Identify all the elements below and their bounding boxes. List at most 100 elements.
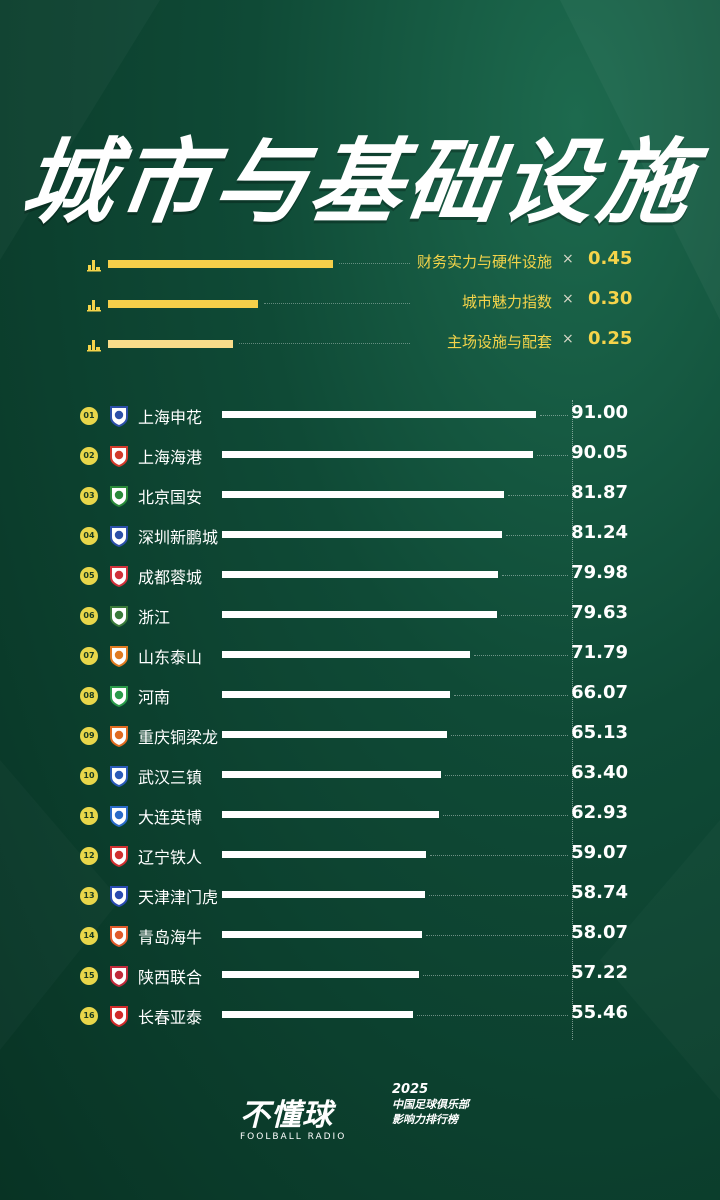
- weight-times: ×: [562, 251, 574, 267]
- dalian-crest-icon: [108, 805, 130, 828]
- chengdu-crest-icon: [108, 565, 130, 588]
- team-name: 上海海港: [138, 448, 203, 467]
- weight-leader: [239, 343, 410, 344]
- weight-times: ×: [562, 291, 574, 307]
- shaanxi-crest-icon: [108, 965, 130, 988]
- brand-logo: 不懂球 FOOLBALL RADIO: [240, 1090, 360, 1142]
- team-leader: [474, 655, 568, 656]
- team-bar: [222, 651, 470, 658]
- team-bar: [222, 411, 536, 418]
- team-name: 大连英博: [138, 808, 203, 827]
- rank-badge: 03: [80, 487, 98, 505]
- team-row: 07 山东泰山 71.79: [0, 637, 720, 677]
- team-name: 上海申花: [138, 408, 203, 427]
- team-score: 62.93: [571, 802, 628, 823]
- team-bar: [222, 531, 502, 538]
- team-score: 58.74: [571, 882, 628, 903]
- team-bar: [222, 611, 497, 618]
- weight-label: 主场设施与配套: [446, 333, 552, 351]
- rank-badge: 01: [80, 407, 98, 425]
- team-score: 90.05: [571, 442, 628, 463]
- liaoning-crest-icon: [108, 845, 130, 868]
- rank-badge: 07: [80, 647, 98, 665]
- page-title: 城市与基础设施: [15, 129, 703, 236]
- shenhua-crest-icon: [108, 405, 130, 428]
- taishan-crest-icon: [108, 645, 130, 668]
- team-row: 04 深圳新鹏城 81.24: [0, 517, 720, 557]
- rank-badge: 04: [80, 527, 98, 545]
- haigang-crest-icon: [108, 445, 130, 468]
- team-name: 天津津门虎: [138, 888, 219, 907]
- team-row: 08 河南 66.07: [0, 677, 720, 717]
- zhejiang-crest-icon: [108, 605, 130, 628]
- team-leader: [445, 775, 568, 776]
- weight-icon: [86, 256, 102, 272]
- guoan-crest-icon: [108, 485, 130, 508]
- weight-label: 城市魅力指数: [461, 293, 552, 311]
- henan-crest-icon: [108, 685, 130, 708]
- team-leader: [502, 575, 568, 576]
- team-score: 91.00: [571, 402, 628, 423]
- ranking-caption: 2025 中国足球俱乐部 影响力排行榜: [392, 1082, 469, 1127]
- weight-times: ×: [562, 331, 574, 347]
- weight-label: 财务实力与硬件设施: [416, 253, 552, 271]
- team-score: 55.46: [571, 1002, 628, 1023]
- team-name: 浙江: [138, 608, 171, 627]
- shenzhen-crest-icon: [108, 525, 130, 548]
- rank-badge: 02: [80, 447, 98, 465]
- weight-leader: [264, 303, 410, 304]
- team-row: 05 成都蓉城 79.98: [0, 557, 720, 597]
- team-score: 59.07: [571, 842, 628, 863]
- team-leader: [417, 1015, 568, 1016]
- team-bar: [222, 931, 422, 938]
- weight-bar: [108, 340, 233, 348]
- rank-badge: 05: [80, 567, 98, 585]
- team-score: 81.87: [571, 482, 628, 503]
- weight-value: 0.25: [588, 328, 633, 349]
- rank-badge: 09: [80, 727, 98, 745]
- team-score: 63.40: [571, 762, 628, 783]
- caption-line-1: 中国足球俱乐部: [392, 1098, 469, 1111]
- team-name: 重庆铜梁龙: [138, 728, 219, 747]
- team-leader: [454, 695, 568, 696]
- caption-line-2: 影响力排行榜: [392, 1113, 458, 1126]
- weight-row: 财务实力与硬件设施 × 0.45: [0, 248, 720, 288]
- weight-icon: [86, 296, 102, 312]
- team-name: 辽宁铁人: [138, 848, 203, 867]
- team-name: 北京国安: [138, 488, 203, 507]
- team-leader: [423, 975, 568, 976]
- value-divider: [572, 400, 573, 1040]
- changchun-crest-icon: [108, 1005, 130, 1028]
- rank-badge: 08: [80, 687, 98, 705]
- weight-bar: [108, 260, 333, 268]
- team-bar: [222, 971, 419, 978]
- rank-badge: 13: [80, 887, 98, 905]
- rank-badge: 06: [80, 607, 98, 625]
- brand-subtitle: FOOLBALL RADIO: [240, 1132, 347, 1142]
- team-score: 81.24: [571, 522, 628, 543]
- rank-badge: 12: [80, 847, 98, 865]
- team-name: 河南: [138, 688, 171, 707]
- team-leader: [430, 855, 568, 856]
- team-row: 02 上海海港 90.05: [0, 437, 720, 477]
- team-row: 09 重庆铜梁龙 65.13: [0, 717, 720, 757]
- weight-value: 0.30: [588, 288, 633, 309]
- team-bar: [222, 571, 498, 578]
- weight-value: 0.45: [588, 248, 633, 269]
- team-score: 58.07: [571, 922, 628, 943]
- weight-leader: [339, 263, 410, 264]
- chongqing-crest-icon: [108, 725, 130, 748]
- rank-badge: 15: [80, 967, 98, 985]
- team-score: 57.22: [571, 962, 628, 983]
- team-name: 成都蓉城: [138, 568, 203, 587]
- team-name: 武汉三镇: [138, 768, 203, 787]
- wuhan-crest-icon: [108, 765, 130, 788]
- team-leader: [540, 415, 568, 416]
- weight-icon: [86, 336, 102, 352]
- team-bar: [222, 1011, 413, 1018]
- team-leader: [508, 495, 568, 496]
- team-leader: [537, 455, 568, 456]
- team-score: 66.07: [571, 682, 628, 703]
- team-row: 11 大连英博 62.93: [0, 797, 720, 837]
- team-score: 79.98: [571, 562, 628, 583]
